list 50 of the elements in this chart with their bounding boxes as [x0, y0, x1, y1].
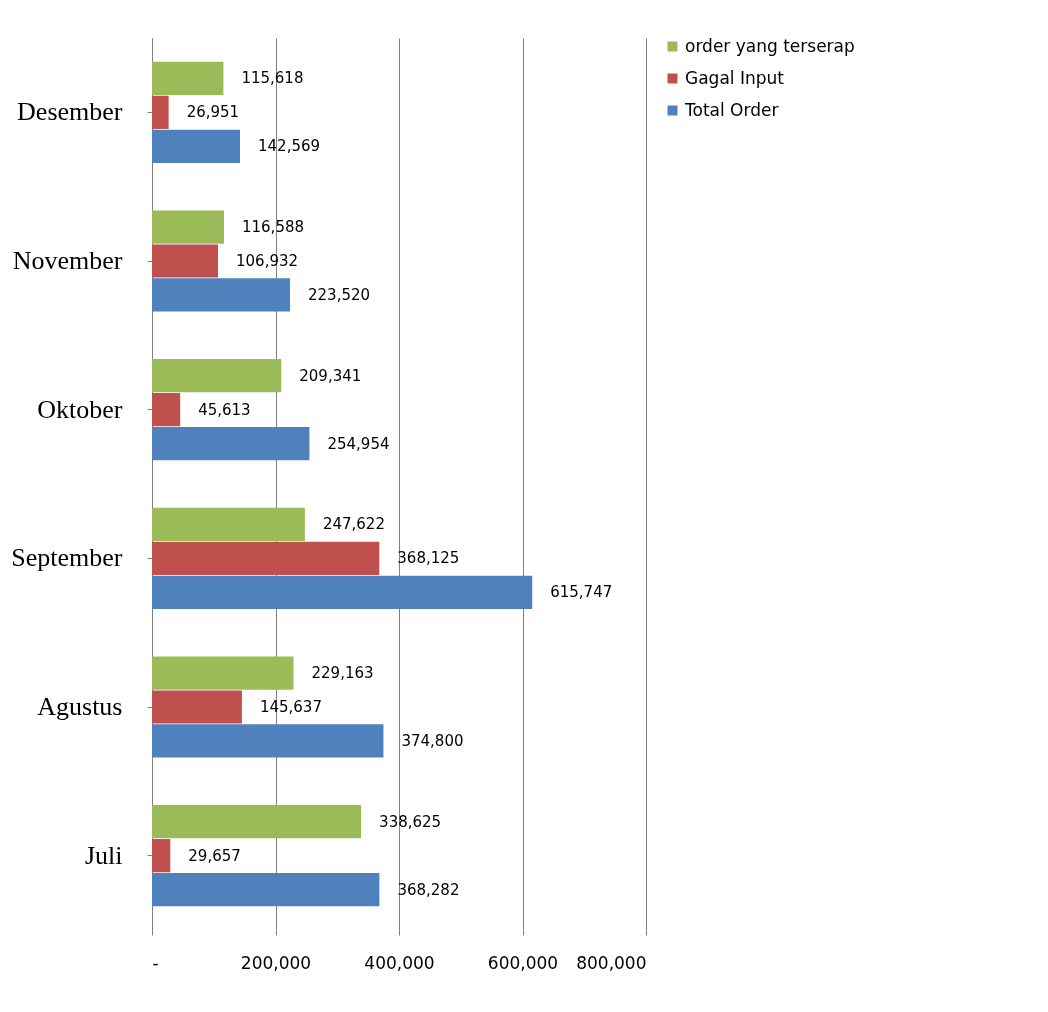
x-tick-label: 600,000: [487, 952, 559, 973]
data-label: 115,618: [241, 69, 304, 88]
data-label: 229,163: [311, 664, 374, 683]
bar: [152, 393, 181, 427]
data-label: 368,282: [397, 880, 460, 899]
data-label: 209,341: [299, 366, 362, 385]
bar: [152, 507, 305, 542]
data-label: 374,800: [401, 731, 464, 750]
x-tick-label: 200,000: [240, 952, 312, 973]
y-tick-label: Desember: [17, 97, 123, 127]
y-tick-label: Oktober: [37, 394, 123, 424]
data-label: 29,657: [188, 846, 241, 865]
y-tick-label: Juli: [84, 840, 123, 870]
data-label: 45,613: [198, 400, 251, 419]
bar: [152, 129, 241, 163]
legend-label: order yang terserap: [685, 35, 855, 56]
bar: [152, 359, 282, 393]
data-label: 116,588: [241, 218, 305, 237]
bar: [152, 541, 380, 575]
bar: [152, 690, 242, 724]
y-tick-label: September: [11, 543, 123, 573]
data-label: 106,932: [236, 252, 299, 270]
data-label: 142,569: [258, 137, 321, 156]
bar: [152, 95, 169, 129]
bar: [152, 61, 224, 96]
bar: [152, 872, 380, 907]
bar: [152, 839, 171, 873]
data-label: 338,625: [379, 812, 442, 831]
data-label: 223,520: [308, 285, 371, 304]
bar: [152, 278, 291, 312]
x-tick-label: 400,000: [364, 952, 435, 973]
data-label: 247,622: [322, 515, 385, 534]
legend-label: Gagal Input: [685, 67, 785, 88]
bar: [152, 210, 224, 244]
x-tick-label: -: [152, 952, 159, 973]
data-label: 615,747: [550, 583, 613, 602]
y-tick-label: November: [12, 246, 123, 275]
data-label: 254,954: [327, 434, 390, 453]
bar: [152, 575, 533, 609]
data-label: 145,637: [259, 698, 322, 716]
bar: [152, 244, 219, 278]
bar: [152, 724, 384, 758]
bar: [152, 656, 294, 690]
bar: [152, 426, 310, 461]
data-label: 368,125: [397, 549, 460, 568]
data-label: 26,951: [186, 103, 240, 122]
bar: [152, 805, 362, 839]
y-tick-label: Agustus: [37, 692, 123, 721]
legend-label: Total Order: [684, 99, 779, 120]
x-tick-label: 800,000: [576, 952, 647, 973]
